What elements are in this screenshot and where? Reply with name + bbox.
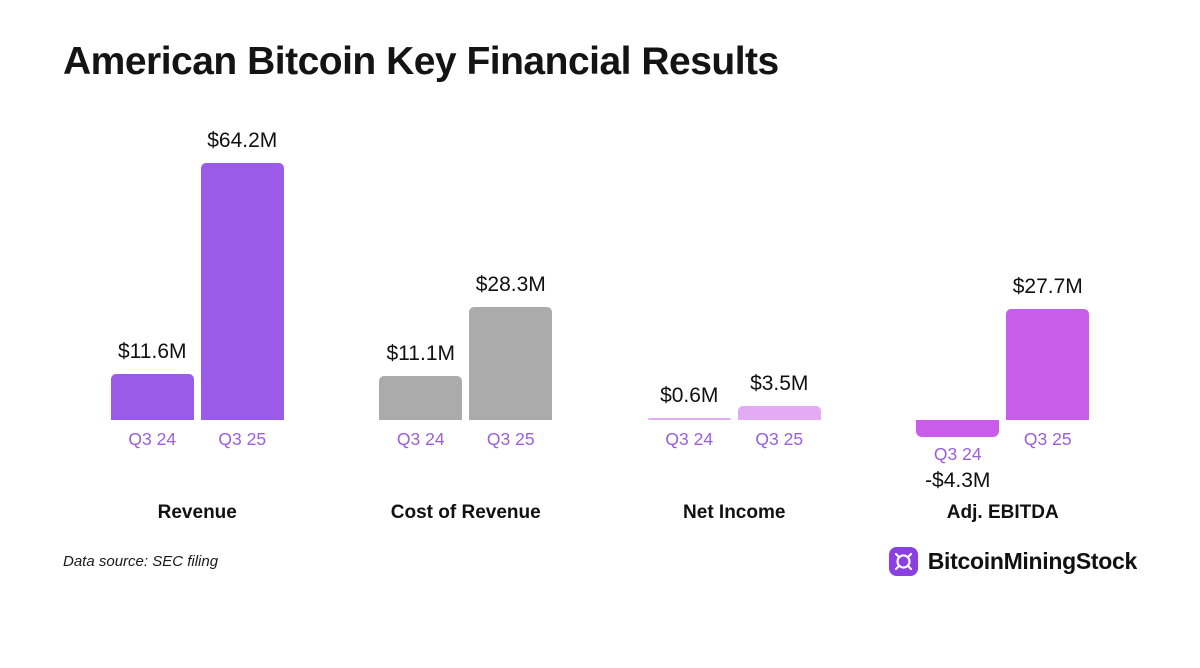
bars-container: $11.6M Q3 24 $64.2M Q3 25	[110, 124, 284, 502]
axis-tick-label: Q3 24	[128, 429, 177, 449]
bar-value-label: -$4.3M	[925, 469, 991, 492]
bar-value-label: $3.5M	[750, 372, 809, 395]
bar-value-label: $0.6M	[660, 384, 719, 407]
bar	[737, 406, 821, 420]
brand-name: BitcoinMiningStock	[927, 548, 1138, 574]
page-title: American Bitcoin Key Financial Results	[63, 40, 779, 83]
chart-group-revenue: $11.6M Q3 24 $64.2M Q3 25 Revenue	[63, 124, 332, 524]
axis-tick-label: Q3 25	[755, 429, 804, 449]
data-source-note: Data source: SEC filing	[63, 553, 219, 570]
bars-container: $0.6M Q3 24 $3.5M Q3 25	[647, 124, 821, 502]
chart-groups-row: $11.6M Q3 24 $64.2M Q3 25 Revenue $11.1M Q3 …	[63, 124, 1137, 524]
bar-column: $28.3M Q3 25	[469, 124, 553, 502]
bar-value-label: $11.1M	[386, 342, 456, 365]
bar	[469, 307, 553, 420]
bar-column: $11.6M Q3 24	[110, 124, 194, 502]
axis-tick-label: Q3 25	[218, 429, 267, 449]
axis-tick-label: Q3 24	[933, 444, 982, 464]
bar-column: Q3 24 -$4.3M	[916, 124, 1000, 502]
bar-value-label: $64.2M	[207, 129, 278, 152]
bar	[1006, 309, 1090, 420]
bar-value-label: $27.7M	[1012, 275, 1083, 298]
category-label: Cost of Revenue	[390, 502, 541, 523]
infographic: American Bitcoin Key Financial Results $…	[0, 40, 1200, 524]
category-label: Adj. EBITDA	[946, 502, 1059, 523]
brand-lockup: BitcoinMiningStock	[888, 546, 1137, 577]
bar-column: $11.1M Q3 24	[379, 124, 463, 502]
bar-column: $0.6M Q3 24	[647, 124, 731, 502]
bar-value-label: $11.6M	[118, 340, 187, 363]
category-label: Net Income	[683, 502, 786, 523]
chart-group-cost-of-revenue: $11.1M Q3 24 $28.3M Q3 25 Cost of Revenue	[332, 124, 601, 524]
bars-container: Q3 24 -$4.3M $27.7M Q3 25	[916, 124, 1090, 502]
chart-group-adj-ebitda: Q3 24 -$4.3M $27.7M Q3 25 Adj. EBITDA	[869, 124, 1138, 524]
bar-column: $64.2M Q3 25	[200, 124, 284, 502]
category-label: Revenue	[157, 502, 237, 523]
bitcoinminingstock-logo-icon	[888, 546, 918, 577]
bar	[110, 374, 194, 420]
bar	[200, 163, 284, 420]
bar-value-label: $28.3M	[475, 273, 546, 296]
bar	[647, 418, 731, 420]
chart-group-net-income: $0.6M Q3 24 $3.5M Q3 25 Net Income	[600, 124, 869, 524]
axis-tick-label: Q3 24	[396, 429, 445, 449]
bars-container: $11.1M Q3 24 $28.3M Q3 25	[379, 124, 553, 502]
bar-column: $27.7M Q3 25	[1006, 124, 1090, 502]
bar-column: $3.5M Q3 25	[737, 124, 821, 502]
axis-tick-label: Q3 24	[665, 429, 714, 449]
axis-tick-label: Q3 25	[486, 429, 535, 449]
axis-tick-label: Q3 25	[1023, 429, 1072, 449]
bar	[916, 420, 1000, 437]
footer: Data source: SEC filing BitcoinMiningSto…	[0, 546, 1200, 577]
bar	[379, 376, 463, 420]
